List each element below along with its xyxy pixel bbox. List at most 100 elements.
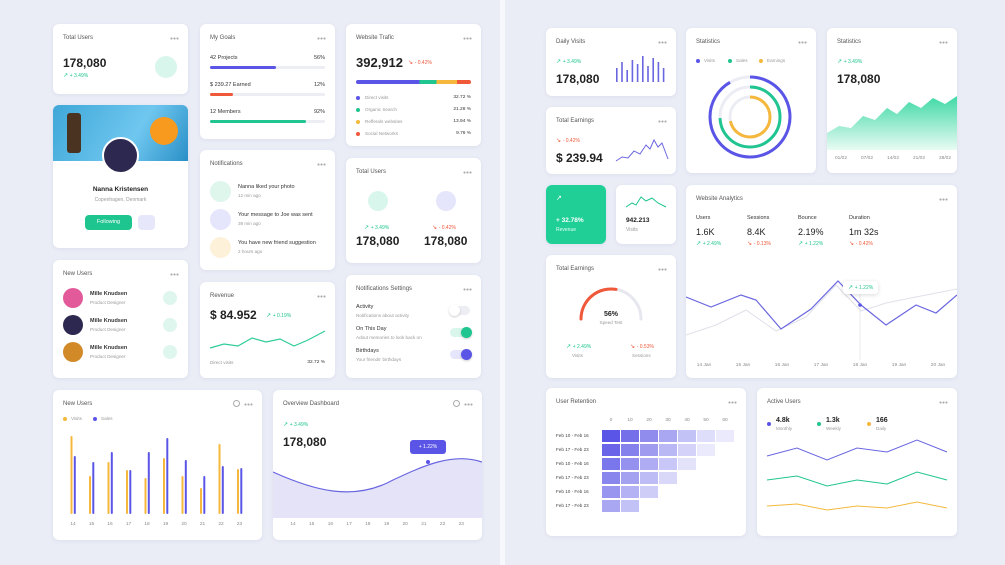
more-menu[interactable]: [463, 288, 472, 291]
legend-swatch: [356, 108, 360, 112]
x-tick-label: 17: [125, 522, 132, 527]
add-button[interactable]: [163, 291, 177, 305]
metric-change: + 2.49%: [696, 240, 722, 247]
cover-bottle: [67, 113, 81, 153]
decor: Visits: [696, 58, 715, 63]
legend-swatch: [696, 58, 700, 63]
decor: [766, 501, 948, 511]
x-tick-label: 28/02: [938, 156, 951, 161]
change: + 0.19%: [266, 312, 292, 319]
heatmap-cell: [678, 458, 696, 470]
more-menu[interactable]: [939, 41, 948, 44]
x-tick-label: 18: [365, 522, 371, 527]
more-menu[interactable]: [170, 273, 179, 276]
legend-label: Earnings: [767, 58, 786, 63]
more-menu[interactable]: [317, 37, 326, 40]
gauge-label: Speed Test: [599, 320, 623, 325]
setting-label: Activity: [356, 304, 374, 310]
message-button[interactable]: [138, 215, 155, 230]
more-menu[interactable]: [463, 171, 472, 174]
add-button[interactable]: [163, 318, 177, 332]
notification-text: Nanna liked your photo: [238, 184, 295, 190]
decor: [73, 456, 76, 514]
user-icon: [368, 191, 388, 211]
statistics-area-card: Statistics + 3.49% 178,080 01/02 07/02 14/…: [827, 28, 957, 173]
decor: [144, 478, 147, 514]
x-tick-label: 01/02: [834, 156, 847, 161]
heatmap-cell: [659, 444, 677, 456]
more-menu[interactable]: [244, 403, 253, 406]
card-title: Website Analytics: [696, 196, 743, 202]
decor: [652, 58, 654, 82]
more-menu[interactable]: [658, 120, 667, 123]
value: 178,080: [837, 72, 881, 86]
card-title: Total Users: [63, 35, 94, 41]
user-name: Mille Knudsen: [90, 318, 128, 324]
decor: [240, 468, 243, 514]
more-menu[interactable]: [658, 41, 667, 44]
x-tick-label: 16 Jan: [774, 363, 790, 368]
heatmap-cell: [602, 472, 620, 484]
toggle[interactable]: [450, 350, 470, 359]
more-menu[interactable]: [939, 198, 948, 201]
metric-change: - 0.42%: [849, 240, 873, 247]
more-menu[interactable]: [728, 401, 737, 404]
card-title: Total Earnings: [556, 266, 595, 272]
add-button[interactable]: [163, 345, 177, 359]
total-users-compare-card: Total Users + 3.49% - 0.42% 178,080 178,…: [346, 158, 481, 263]
source-name: Social Networks: [365, 131, 398, 136]
card-title: My Goals: [210, 35, 236, 41]
legend-label: Visits: [71, 416, 82, 421]
x-tick-label: 16: [327, 522, 334, 527]
value: + 32.78%: [556, 217, 584, 224]
notification-time: 12 min ago: [238, 193, 261, 198]
more-menu[interactable]: [463, 37, 472, 40]
heatmap-cell: [640, 444, 658, 456]
toggle[interactable]: [450, 328, 470, 337]
card-title: Active Users: [767, 399, 801, 405]
legend-swatch: [817, 422, 821, 426]
decor: [621, 62, 623, 82]
heatmap-cell: [659, 430, 677, 442]
legend-swatch: [93, 416, 97, 421]
setting-description: Notifications about activity: [356, 313, 410, 318]
decor: [718, 85, 782, 149]
decor: [636, 64, 639, 82]
more-menu[interactable]: [317, 295, 326, 298]
decor: [209, 330, 326, 349]
x-tick-label: 07/02: [860, 156, 873, 161]
more-menu[interactable]: [658, 268, 667, 271]
follow-button[interactable]: Following: [85, 215, 132, 230]
goal-label: $ 239.27 Earned: [210, 82, 251, 88]
overview-card: Overview Dashboard + 3.49% 178,080 + 1.2…: [273, 390, 482, 540]
more-menu[interactable]: [464, 403, 473, 406]
source-name: Refferals websites: [365, 119, 403, 124]
more-menu[interactable]: [939, 401, 948, 404]
more-menu[interactable]: [798, 41, 807, 44]
progress-track: [210, 93, 325, 96]
decor: [766, 471, 948, 487]
search-icon[interactable]: [453, 400, 460, 407]
heatmap-cell: [640, 430, 658, 442]
more-menu[interactable]: [170, 37, 179, 40]
goals-card: My Goals 42 Projects 56% $ 239.27 Earned 12…: [200, 24, 335, 139]
search-icon[interactable]: [233, 400, 240, 407]
heatmap-cell: [602, 500, 620, 512]
goal-percent: 12%: [313, 82, 325, 88]
toggle[interactable]: [450, 306, 470, 315]
value: $ 239.94: [556, 151, 603, 165]
legend-swatch: [356, 120, 360, 124]
more-menu[interactable]: [317, 163, 326, 166]
decor: [70, 436, 73, 514]
change: + 3.49%: [283, 421, 309, 428]
legend-swatch: [759, 58, 763, 63]
profile-location: Copenhagen, Denmark: [94, 197, 147, 203]
decor: [200, 488, 202, 514]
column-label: 0: [609, 418, 613, 423]
goal-label: 12 Members: [210, 109, 241, 115]
sparkline: [625, 196, 667, 208]
change: + 3.49%: [364, 224, 390, 231]
value: 178,080: [424, 234, 468, 248]
value: 178,080: [556, 72, 600, 86]
setting-description: Your friends' birthdays: [356, 357, 402, 362]
